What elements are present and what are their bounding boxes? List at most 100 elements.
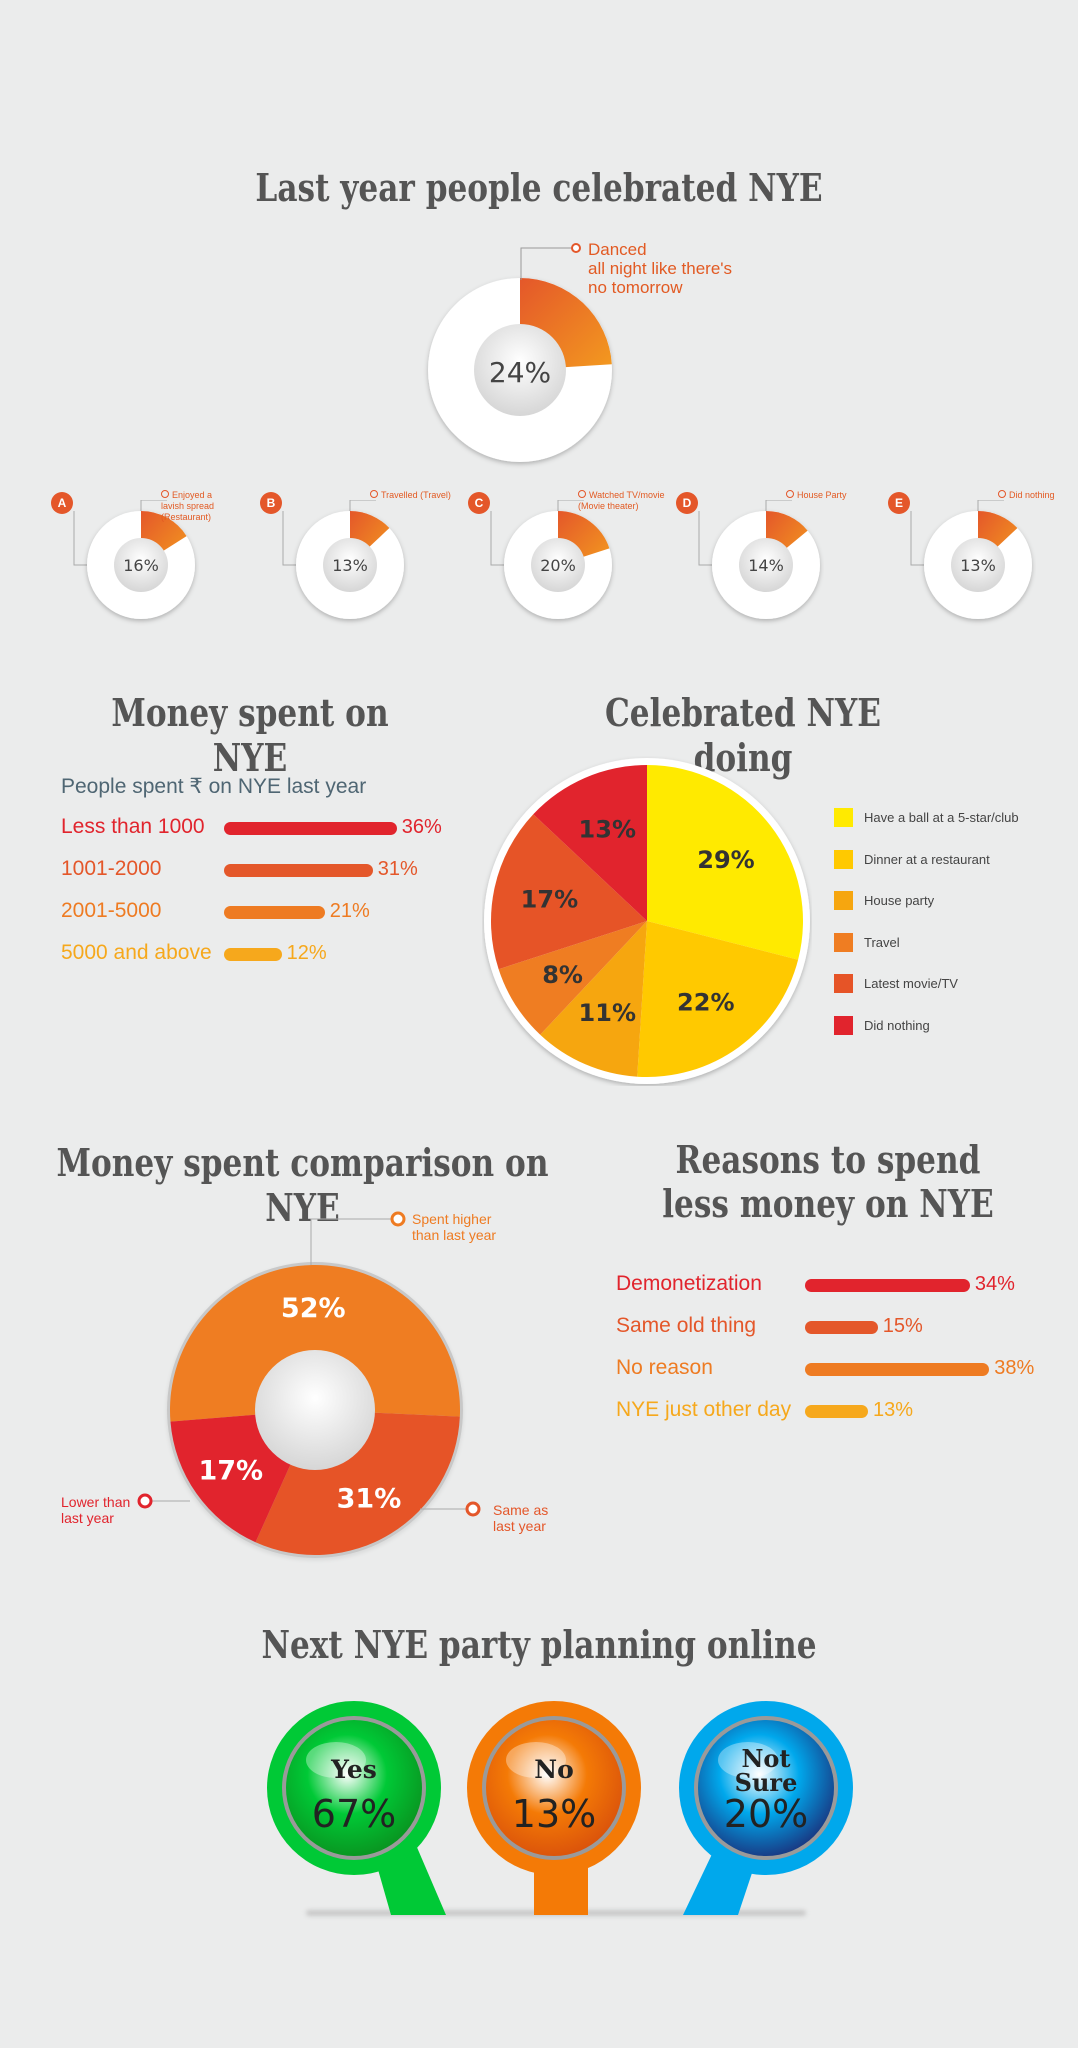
pie-slice <box>647 765 803 960</box>
small-donut-value: 13% <box>960 556 996 575</box>
bar-fill <box>805 1321 878 1334</box>
legend-label: Have a ball at a 5-star/club <box>864 810 1019 825</box>
legend-label: Travel <box>864 934 900 950</box>
small-donut-value: 16% <box>123 556 159 575</box>
small-donut: 16% <box>73 500 195 619</box>
bar-fill <box>224 864 373 877</box>
small-donut-value: 20% <box>540 556 576 575</box>
same-label: Same as last year <box>493 1502 548 1534</box>
pie-label: 29% <box>697 846 754 874</box>
bar-fill <box>224 906 325 919</box>
small-donut-badge: C <box>468 492 490 514</box>
comparison-slice <box>169 1264 460 1422</box>
bar-label: Less than 1000 <box>61 815 205 838</box>
small-donut-label-line: (Restaurant) <box>161 512 212 522</box>
legend-label: House party <box>864 893 935 908</box>
bar-label: Demonetization <box>616 1272 762 1295</box>
celebrated-title: Celebrated NYE doing <box>604 690 882 780</box>
legend-swatch <box>834 932 853 952</box>
pie-label: 13% <box>579 816 636 844</box>
legend-swatch <box>834 891 853 910</box>
legend-swatch <box>834 849 853 869</box>
money-spent-title: Money spent on NYE <box>111 690 389 780</box>
planning-option-text: Not <box>741 1744 791 1773</box>
reasons-title-line: less money on NYE <box>662 1181 994 1226</box>
reasons-title-line: Reasons to spend <box>675 1137 981 1182</box>
lower-label-line: Lower than <box>61 1494 131 1510</box>
danced-label: Danced all night like there's no tomorro… <box>588 240 732 297</box>
small-donut-label-line: Enjoyed a <box>172 490 213 500</box>
legend-label: Dinner at a restaurant <box>864 851 990 867</box>
same-label-line: last year <box>493 1518 546 1534</box>
danced-label-line: all night like there's <box>588 259 733 278</box>
planning-option-label: No <box>469 1756 639 1784</box>
small-donut-value: 13% <box>332 556 368 575</box>
bar-label: Same old thing <box>616 1314 757 1337</box>
planning-option-pct: 20% <box>723 1792 809 1836</box>
pie-label: 11% <box>579 999 636 1027</box>
planning-option-text: Sure <box>734 1768 798 1797</box>
bar-value: 12% <box>286 942 327 964</box>
bar-label: NYE just other day <box>616 1398 792 1421</box>
legend-swatch <box>834 1015 853 1035</box>
planning-option-label: Yes <box>269 1756 439 1784</box>
planning-bulb <box>467 1701 641 1915</box>
danced-value: 24% <box>489 356 551 389</box>
bar-value: 31% <box>377 858 418 880</box>
small-donut: 14% <box>698 500 820 619</box>
small-donut: 13% <box>910 500 1032 619</box>
legend-label: Did nothing <box>864 1017 930 1033</box>
pie-slice <box>498 921 647 1035</box>
bar-value: 38% <box>994 1357 1035 1379</box>
comparison-pie: 52% 31% 17% <box>167 1262 463 1558</box>
pie-slice <box>540 921 647 1077</box>
higher-label: Spent higher than last year <box>412 1211 496 1243</box>
bar-value: 34% <box>974 1273 1015 1295</box>
small-donut: 20% <box>490 500 612 619</box>
bar-fill <box>805 1279 970 1292</box>
bar-fill <box>805 1405 869 1418</box>
small-donut-badge: D <box>676 492 698 514</box>
planning-bulb <box>267 1701 446 1915</box>
small-donut-label-line: Watched TV/movie <box>589 490 665 500</box>
small-donut-value: 14% <box>748 556 784 575</box>
reasons-title: Reasons to spend less money on NYE <box>618 1138 1038 1226</box>
bar-fill <box>805 1363 990 1376</box>
bar-label: 1001-2000 <box>61 857 162 880</box>
bar-label: No reason <box>616 1356 713 1379</box>
planning-option-pct: 67% <box>311 1792 397 1836</box>
planning-title: Next NYE party planning online <box>261 1622 817 1667</box>
planning-option-pct: 13% <box>511 1792 597 1836</box>
bar-value: 13% <box>873 1399 914 1421</box>
legend-swatch <box>834 808 853 827</box>
small-donut-label-line: House Party <box>797 490 847 500</box>
comparison-label: 17% <box>198 1455 263 1486</box>
small-donut-label-line: Travelled (Travel) <box>381 490 451 500</box>
planning-bulb <box>679 1701 853 1915</box>
bar-fill <box>224 822 397 835</box>
bar-value: 21% <box>329 900 370 922</box>
small-donut-label-line: lavish spread <box>161 501 215 511</box>
section1-title: Last year people celebrated NYE <box>255 165 823 210</box>
bar-value: 15% <box>882 1315 923 1337</box>
comparison-title: Money spent comparison on NYE <box>56 1140 549 1230</box>
small-donut-label: House Party <box>786 490 847 501</box>
pie-label: 17% <box>521 886 578 914</box>
bar-value: 36% <box>401 816 442 838</box>
danced-label-line: no tomorrow <box>588 278 683 297</box>
legend-label: Latest movie/TV <box>864 976 958 991</box>
comparison-label: 31% <box>337 1484 402 1515</box>
danced-donut: 24% <box>428 278 612 462</box>
same-label-line: Same as <box>493 1502 549 1518</box>
pie-slice <box>637 921 799 1077</box>
small-donut: 13% <box>282 500 404 619</box>
comparison-label: 52% <box>281 1293 346 1324</box>
comparison-leaders <box>137 1211 481 1517</box>
planning-option-text: No <box>534 1755 574 1784</box>
small-donut-badge: E <box>888 492 910 514</box>
small-donut-label: Enjoyed a lavish spread (Restaurant) <box>161 490 214 523</box>
planning-option-label: Not Sure <box>681 1747 851 1795</box>
lower-label: Lower than last year <box>61 1494 130 1526</box>
small-donut-label: Travelled (Travel) <box>370 490 451 501</box>
small-donut-label: Did nothing <box>998 490 1055 501</box>
